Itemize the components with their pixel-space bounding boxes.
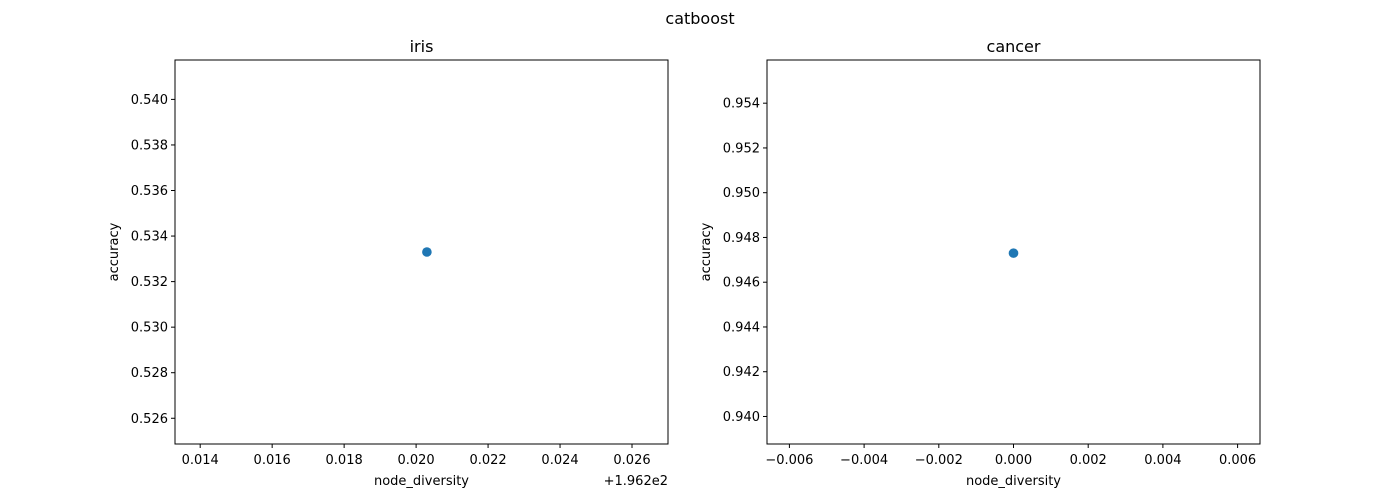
x-tick-label: 0.014 <box>182 453 219 468</box>
plot-marks: 0.014 0.016 0.018 0.020 0.022 0.024 0.026 0.526… <box>131 93 651 468</box>
y-axis-label: accuracy <box>699 222 714 281</box>
x-tick-label: 0.000 <box>995 453 1032 468</box>
y-tick-label: 0.940 <box>723 410 760 425</box>
x-axis-offset-label: +1.962e2 <box>604 474 668 489</box>
y-tick-label: 0.540 <box>131 93 168 108</box>
x-tick-label: 0.020 <box>397 453 434 468</box>
y-tick-label: 0.532 <box>131 275 168 290</box>
x-tick-label: −0.006 <box>765 453 813 468</box>
x-tick-label: 0.024 <box>541 453 578 468</box>
y-tick-label: 0.526 <box>131 412 168 427</box>
y-tick-label: 0.948 <box>723 231 760 246</box>
x-tick-label: 0.002 <box>1070 453 1107 468</box>
plot-frame <box>174 59 669 445</box>
x-tick-label: 0.006 <box>1219 453 1256 468</box>
scatter-point <box>1008 248 1019 258</box>
y-axis-label: accuracy <box>107 222 122 281</box>
y-tick-label: 0.944 <box>723 320 760 335</box>
x-tick-label: −0.002 <box>915 453 963 468</box>
y-tick-label: 0.536 <box>131 184 168 199</box>
y-tick-label: 0.950 <box>723 186 760 201</box>
scatter-point <box>422 247 432 257</box>
y-tick-label: 0.534 <box>131 230 168 245</box>
plot-marks: −0.006 −0.004 −0.002 0.000 0.002 0.004 0.006 0.… <box>723 97 1256 468</box>
x-tick-label: 0.026 <box>613 453 650 468</box>
x-tick-label: 0.022 <box>469 453 506 468</box>
y-tick-label: 0.530 <box>131 321 168 336</box>
y-tick-label: 0.528 <box>131 366 168 381</box>
x-axis-label: node_diversity <box>374 474 469 489</box>
figure-suptitle: catboost <box>665 9 734 28</box>
x-tick-label: 0.004 <box>1144 453 1181 468</box>
panel-title: cancer <box>987 37 1041 56</box>
iris-panel: iris 0.014 0.016 0.018 0.020 0.022 0.024 0.026… <box>107 37 669 489</box>
y-tick-label: 0.954 <box>723 97 760 112</box>
x-tick-label: −0.004 <box>840 453 888 468</box>
x-tick-label: 0.016 <box>254 453 291 468</box>
y-tick-label: 0.952 <box>723 141 760 156</box>
x-axis-label: node_diversity <box>966 474 1061 489</box>
x-tick-label: 0.018 <box>326 453 363 468</box>
panel-title: iris <box>410 37 434 56</box>
y-tick-label: 0.942 <box>723 365 760 380</box>
y-tick-label: 0.946 <box>723 276 760 291</box>
y-tick-label: 0.538 <box>131 138 168 153</box>
cancer-panel: cancer −0.006 −0.004 −0.002 0.000 0.002 0.004… <box>699 37 1261 489</box>
